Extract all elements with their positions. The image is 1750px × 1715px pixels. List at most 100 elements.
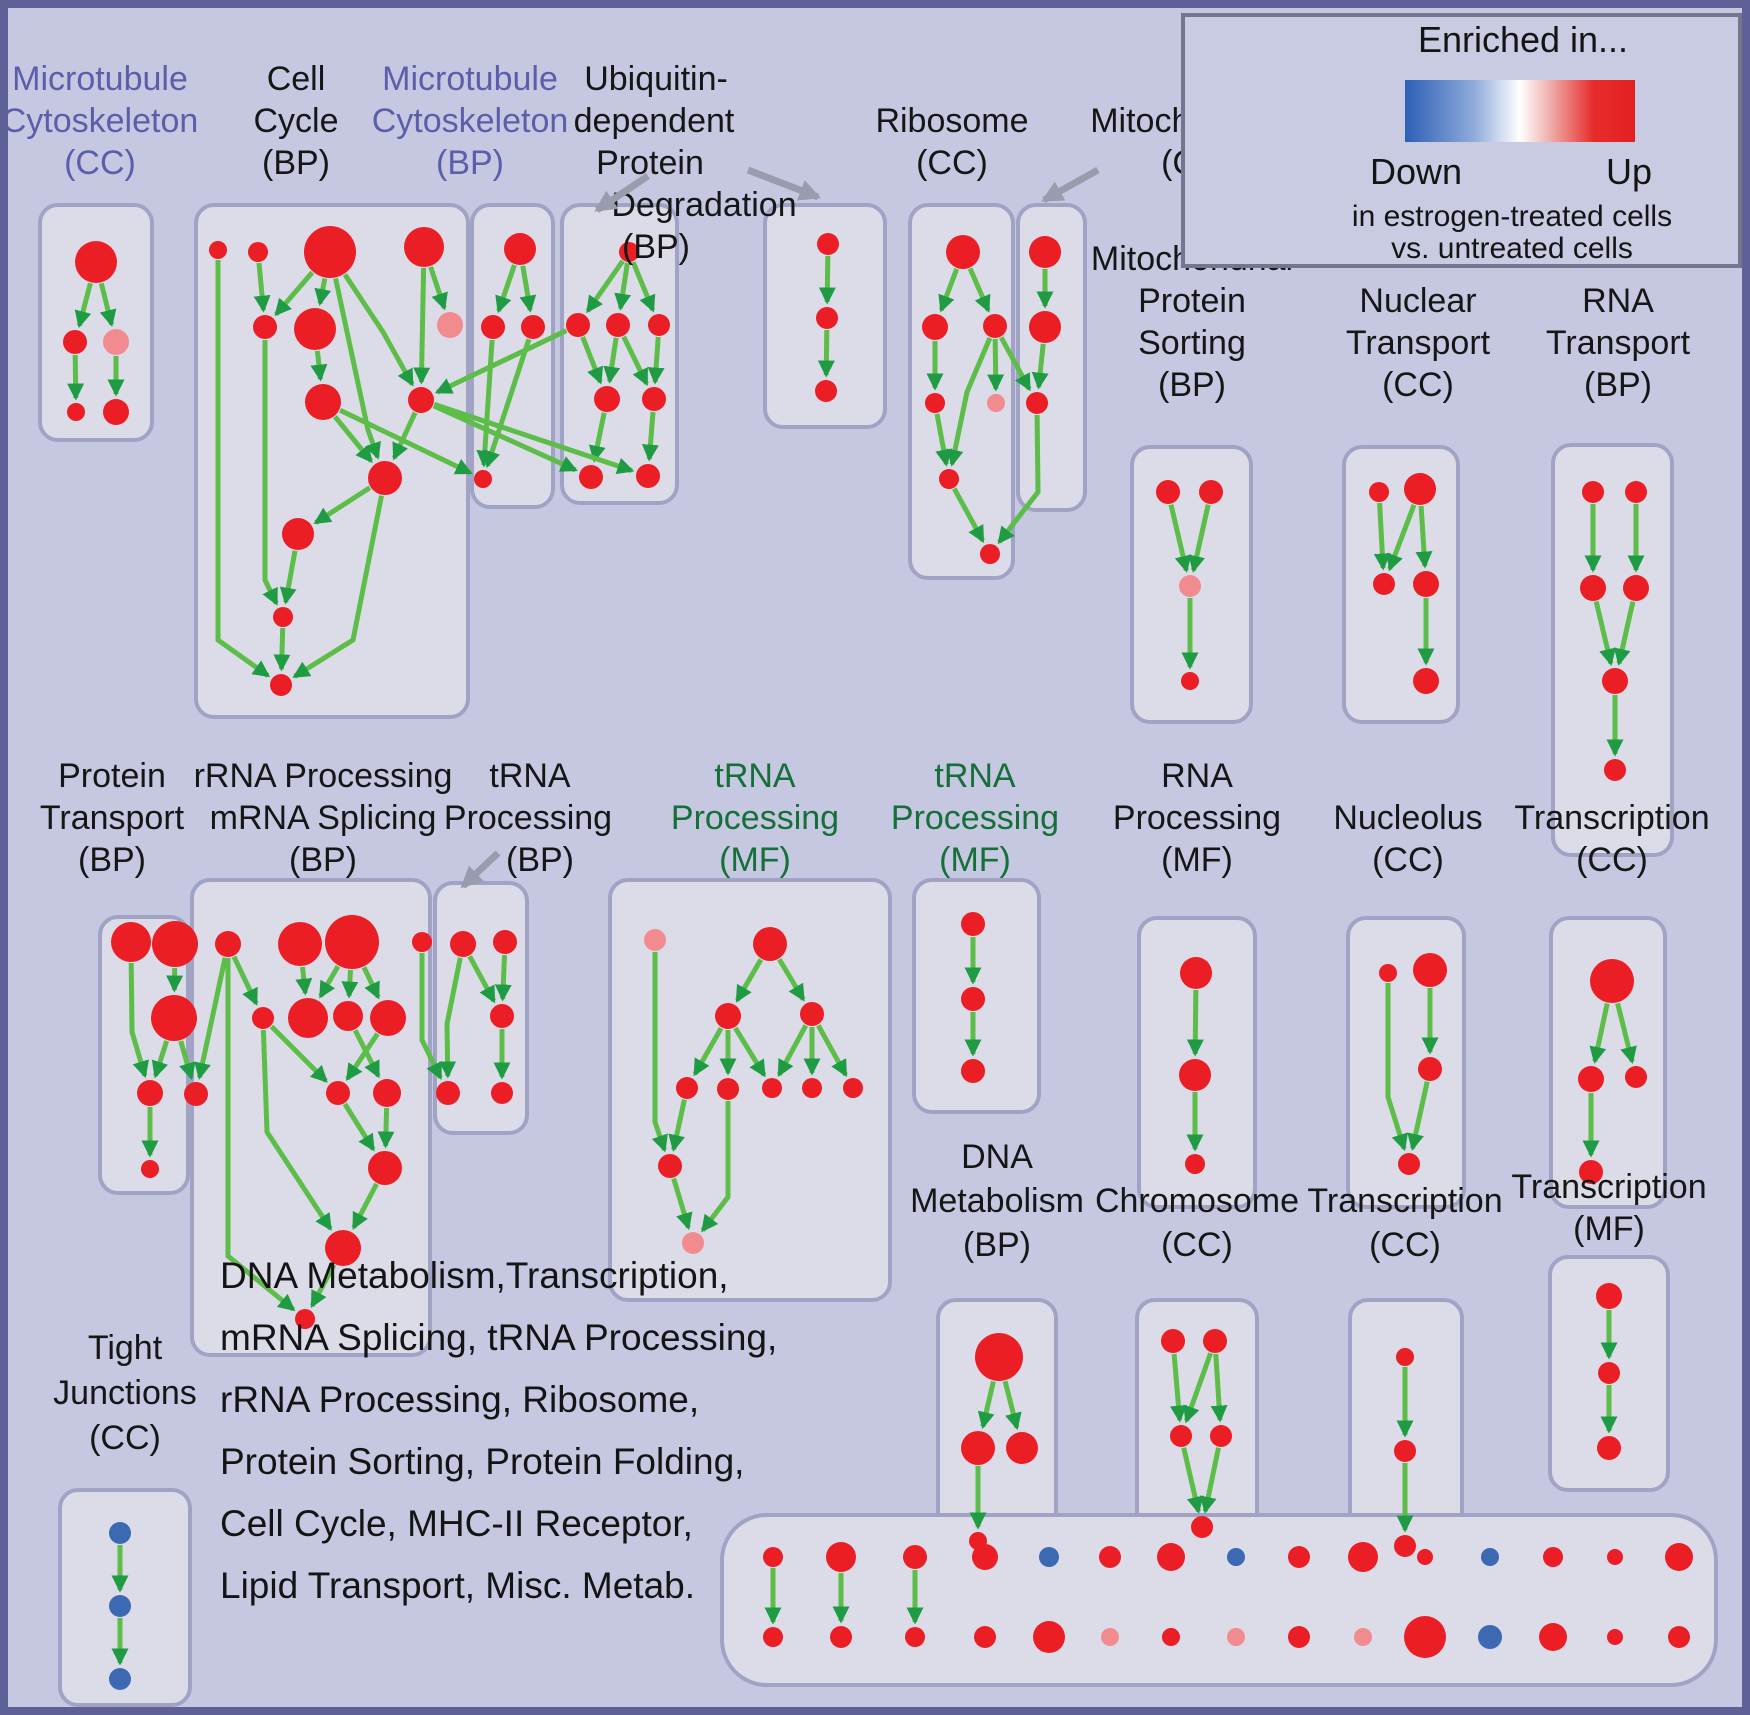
cluster-box-rnat (1551, 443, 1674, 857)
edge-rrna-m2-b2 (352, 1029, 381, 1079)
label-trna_bp-line-1: Processing (444, 799, 612, 837)
node-mps-t2 (1199, 480, 1223, 504)
label-tr_cc1-line-0: Transcription (1514, 799, 1709, 837)
mitochondrion-arrow (1041, 166, 1100, 204)
label-dnam-line-0: DNA (961, 1138, 1033, 1176)
node-nuct-s (1369, 482, 1389, 502)
cross-edge-ribosome.r2-mito.mb (999, 336, 1032, 392)
node-shared-c3t (903, 1545, 927, 1569)
label-trna_mf1-line-1: Processing (671, 799, 839, 837)
node-rrna-b1 (326, 1081, 350, 1105)
node-shared-c9b (1288, 1626, 1310, 1648)
edge-ribosome-r2-r4 (946, 337, 993, 467)
label-pt-line-1: Transport (40, 799, 185, 837)
node-trna_mf1-b5 (843, 1078, 863, 1098)
edge-trna_mf1-m1-b3 (733, 1026, 767, 1078)
node-shared-c15t (1665, 1543, 1693, 1571)
node-chrom-m1 (1170, 1425, 1192, 1447)
label-mps-line-2: Sorting (1138, 324, 1246, 362)
cluster-box-tr_cc1 (1549, 916, 1667, 1209)
label-chrom-line-0: Chromosome (1095, 1182, 1299, 1220)
node-cell_cycle-n4 (404, 227, 444, 267)
node-trna_mf1-b2 (717, 1078, 739, 1100)
edge-cell_cycle-n11-n12 (279, 550, 298, 605)
label-ubiq-line-2: Protein (596, 144, 704, 182)
label-mt_bp-line-0: Microtubule (382, 60, 558, 98)
node-tr_cc1-m2 (1625, 1066, 1647, 1088)
node-tr_cc2-z2 (1394, 1440, 1416, 1462)
cluster-box-pt (98, 915, 190, 1195)
cluster-box-ubiq (560, 203, 679, 505)
node-rnat-m1 (1580, 575, 1606, 601)
edge-trna_mf1-t-m1 (734, 958, 764, 1003)
node-cell_cycle-n9 (408, 387, 434, 413)
edge-ribosome-rt-r2 (967, 267, 991, 313)
label-chrom-line-1: (CC) (1161, 1226, 1233, 1264)
node-rnap-y2 (1179, 1059, 1211, 1091)
node-rrna-t0 (215, 931, 241, 957)
node-trna_mf2-x3 (961, 1059, 985, 1083)
cross-edge-cell_cycle.n9-ubiq.b1 (432, 403, 578, 473)
node-tr_cc2-z1 (1396, 1348, 1414, 1366)
edge-ubiq-t-m2 (614, 262, 632, 311)
edge-nuct-s-m1 (1373, 502, 1391, 571)
node-rrna-c3 (295, 1309, 315, 1329)
node-pt-d (137, 1080, 163, 1106)
cluster-box-nucl (1346, 916, 1466, 1209)
node-ubiq2-u1 (817, 233, 839, 255)
label-tj-line-2: (CC) (89, 1419, 161, 1457)
label-dnam-line-2: (BP) (963, 1226, 1031, 1264)
edge-nuct-g-m1 (1386, 504, 1417, 572)
node-trna_bp-q (490, 1004, 514, 1028)
edge-rrna-t0-c3 (225, 958, 296, 1312)
label-pt-line-2: (BP) (78, 841, 146, 879)
node-shared-c4b (974, 1626, 996, 1648)
edge-trna_bp-p1-q (467, 955, 497, 1004)
node-trna_bp-p1 (450, 931, 476, 957)
node-nuct-m1 (1373, 573, 1395, 595)
edge-rrna-t2-m1 (318, 964, 341, 999)
label-cell_cycle-line-2: (BP) (262, 144, 330, 182)
edge-mt_bp-m1-b (476, 339, 495, 468)
edge-dnam-v-b1 (977, 1380, 996, 1430)
edge-mt_cc-b-d (67, 354, 85, 401)
node-trna_bp-p2 (493, 930, 517, 954)
label-trna_mf1-line-2: (MF) (719, 841, 791, 879)
node-shared-c2b (830, 1626, 852, 1648)
label-trna_bp-line-0: tRNA (489, 757, 571, 795)
edge-cell_cycle-n4-n7 (428, 266, 448, 311)
edge-cell_cycle-n3-n6 (314, 278, 332, 307)
edge-chrom-t1-m1 (1170, 1353, 1187, 1423)
edge-cell_cycle-n3-n10 (333, 277, 381, 460)
node-trna_mf1-m1 (715, 1003, 741, 1029)
label-mt_bp-line-1: Cytoskeleton (372, 102, 569, 140)
node-trna_mf1-d (682, 1232, 704, 1254)
node-trna_mf1-b3 (762, 1078, 782, 1098)
edge-pt-a-d (128, 962, 149, 1079)
label-ubiq-line-1: dependent (574, 102, 735, 140)
node-ribosome-r5 (980, 544, 1000, 564)
edge-cell_cycle-n8-n10 (333, 415, 374, 463)
label-rnap-line-0: RNA (1161, 757, 1233, 795)
annotation-line-2: rRNA Processing, Ribosome, (220, 1379, 699, 1420)
edge-rrna-m0-c2 (260, 1029, 333, 1231)
node-mt_bp-m1 (481, 315, 505, 339)
node-rrna-m1 (288, 998, 328, 1038)
edge-trna_mf1-b1-c (668, 1099, 687, 1152)
node-tr_cc2-z3 (1394, 1535, 1416, 1557)
node-mps-t1 (1156, 480, 1180, 504)
node-ubiq-l1 (594, 386, 620, 412)
label-mt_cc-line-0: Microtubule (12, 60, 188, 98)
node-rnat-b (1604, 759, 1626, 781)
edge-rrna-t0-m0 (231, 955, 259, 1006)
edge-ubiq2-u1-u2 (818, 255, 836, 305)
node-cell_cycle-n12 (273, 607, 293, 627)
cluster-box-shared (720, 1513, 1718, 1687)
node-dnam-b1 (961, 1431, 995, 1465)
node-rrna-m0 (252, 1007, 274, 1029)
edge-cell_cycle-n9-n10 (391, 411, 418, 461)
node-trna_bp-r2 (491, 1082, 513, 1104)
node-nucl-s (1379, 964, 1397, 982)
node-tj-j1 (109, 1522, 131, 1544)
